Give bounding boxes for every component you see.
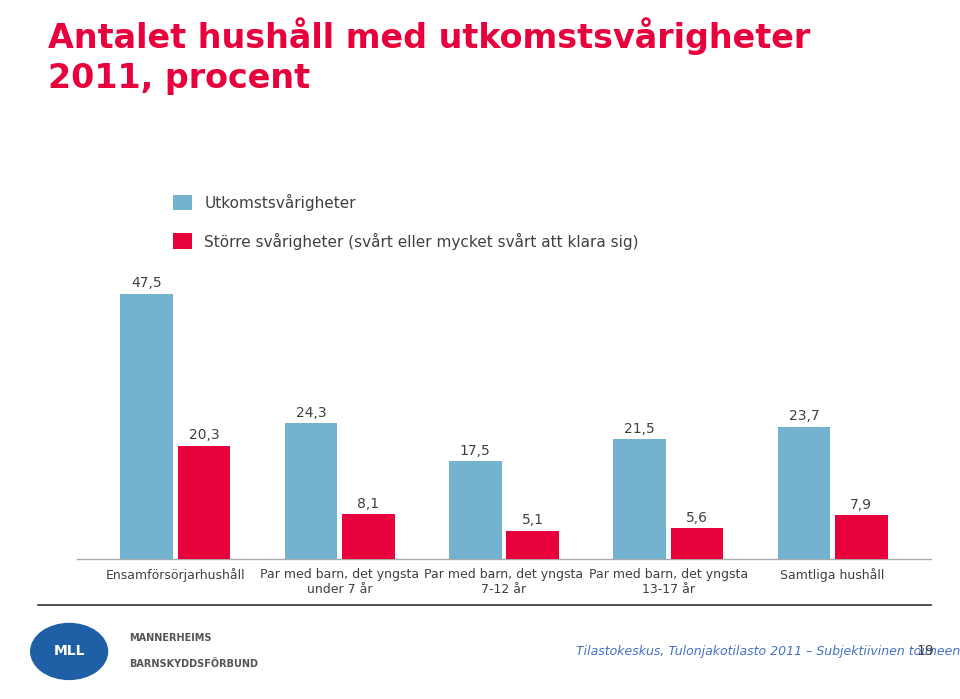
Text: 17,5: 17,5: [460, 444, 491, 458]
Bar: [449, 461, 501, 559]
Text: 20,3: 20,3: [189, 428, 220, 442]
Text: MLL: MLL: [54, 644, 84, 658]
Bar: [285, 424, 337, 559]
FancyBboxPatch shape: [173, 195, 192, 210]
Text: Tilastokeskus, Tulonjakotilasto 2011 – Subjektiivinen toimeentulo: Tilastokeskus, Tulonjakotilasto 2011 – S…: [576, 645, 960, 658]
Text: Utkomstsvårigheter: Utkomstsvårigheter: [204, 194, 356, 211]
Text: Större svårigheter (svårt eller mycket svårt att klara sig): Större svårigheter (svårt eller mycket s…: [204, 233, 639, 250]
Text: 23,7: 23,7: [788, 410, 819, 424]
Bar: [120, 294, 173, 559]
Text: 8,1: 8,1: [357, 496, 379, 510]
Text: 24,3: 24,3: [296, 406, 326, 420]
Bar: [671, 528, 723, 559]
Text: 21,5: 21,5: [624, 421, 655, 435]
Text: 19: 19: [917, 644, 934, 658]
Text: BARNSKYDDSFÖRBUND: BARNSKYDDSFÖRBUND: [130, 658, 258, 668]
Text: MANNERHEIMS: MANNERHEIMS: [130, 633, 212, 643]
Bar: [613, 439, 666, 559]
Bar: [342, 514, 395, 559]
Text: 5,1: 5,1: [521, 513, 543, 527]
Text: Antalet hushåll med utkomstsvårigheter
2011, procent: Antalet hushåll med utkomstsvårigheter 2…: [48, 17, 810, 95]
Text: 5,6: 5,6: [686, 510, 708, 524]
Text: 47,5: 47,5: [132, 276, 162, 290]
Bar: [178, 446, 230, 559]
Bar: [507, 531, 559, 559]
Bar: [835, 515, 888, 559]
Bar: [778, 426, 830, 559]
Text: 7,9: 7,9: [851, 498, 873, 512]
FancyBboxPatch shape: [173, 233, 192, 249]
